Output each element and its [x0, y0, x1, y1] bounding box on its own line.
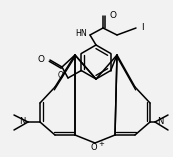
Text: O: O	[38, 54, 45, 63]
Text: O: O	[57, 71, 63, 81]
Text: O: O	[91, 143, 97, 152]
Text: N: N	[157, 117, 163, 127]
Text: +: +	[98, 141, 104, 147]
Text: HN: HN	[75, 30, 87, 38]
Text: I: I	[141, 22, 144, 32]
Text: N: N	[20, 117, 26, 127]
Text: O: O	[109, 11, 116, 21]
